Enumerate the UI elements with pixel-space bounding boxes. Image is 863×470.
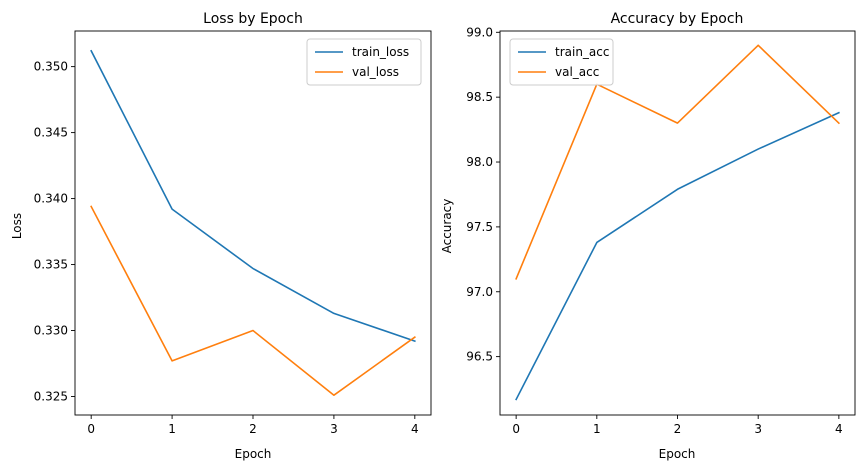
loss-ytick-label: 0.330: [34, 324, 68, 338]
loss-axes-frame: [74, 30, 432, 416]
accuracy-xtick-label: 4: [835, 422, 843, 436]
loss-chart: Loss by Epoch Epoch Loss 0 1 2 3 4 0.325 0.330…: [10, 11, 432, 461]
loss-chart-ylabel: Loss: [10, 213, 24, 239]
accuracy-legend-box: [509, 38, 614, 86]
accuracy-ytick-label: 96.5: [466, 350, 493, 364]
accuracy-legend-label: val_acc: [555, 65, 599, 79]
loss-xtick-label: 1: [168, 422, 176, 436]
loss-ytick-label: 0.340: [34, 192, 68, 206]
loss-ytick-label: 0.325: [34, 390, 68, 404]
accuracy-xtick-label: 1: [593, 422, 601, 436]
accuracy-chart-ylabel: Accuracy: [440, 199, 454, 254]
accuracy-series-train-acc: [515, 111, 840, 401]
accuracy-xtick-label: 2: [674, 422, 682, 436]
accuracy-ytick-label: 98.5: [466, 90, 493, 104]
accuracy-ytick-label: 98.0: [466, 155, 493, 169]
accuracy-axes-frame: [499, 30, 856, 416]
loss-legend-label: train_loss: [352, 45, 409, 59]
accuracy-xtick-label: 0: [512, 422, 520, 436]
loss-xtick-label: 3: [330, 422, 338, 436]
loss-xtick-label: 2: [249, 422, 257, 436]
accuracy-legend-label: train_acc: [555, 45, 609, 59]
loss-legend-box: [306, 38, 422, 86]
loss-series-train-loss: [90, 49, 416, 343]
loss-series-val-loss: [90, 205, 416, 397]
loss-chart-title: Loss by Epoch: [203, 11, 303, 27]
accuracy-chart-xlabel: Epoch: [659, 447, 696, 461]
accuracy-ytick-label: 97.5: [466, 220, 493, 234]
accuracy-legend: train_acc val_acc: [509, 38, 614, 86]
accuracy-chart: Accuracy by Epoch Epoch Accuracy 0 1 2 3 4 96…: [440, 11, 856, 461]
loss-chart-xlabel: Epoch: [235, 447, 272, 461]
accuracy-chart-title: Accuracy by Epoch: [611, 11, 744, 27]
loss-ytick-label: 0.335: [34, 258, 68, 272]
loss-legend: train_loss val_loss: [306, 38, 422, 86]
loss-ytick-label: 0.350: [34, 60, 68, 74]
accuracy-ytick-label: 97.0: [466, 285, 493, 299]
accuracy-ytick-label: 99.0: [466, 25, 493, 39]
loss-legend-label: val_loss: [352, 65, 399, 79]
loss-ytick-label: 0.345: [34, 126, 68, 140]
accuracy-xtick-label: 3: [754, 422, 762, 436]
accuracy-series-val-acc: [515, 44, 840, 280]
loss-xtick-label: 0: [87, 422, 95, 436]
loss-xtick-label: 4: [411, 422, 419, 436]
